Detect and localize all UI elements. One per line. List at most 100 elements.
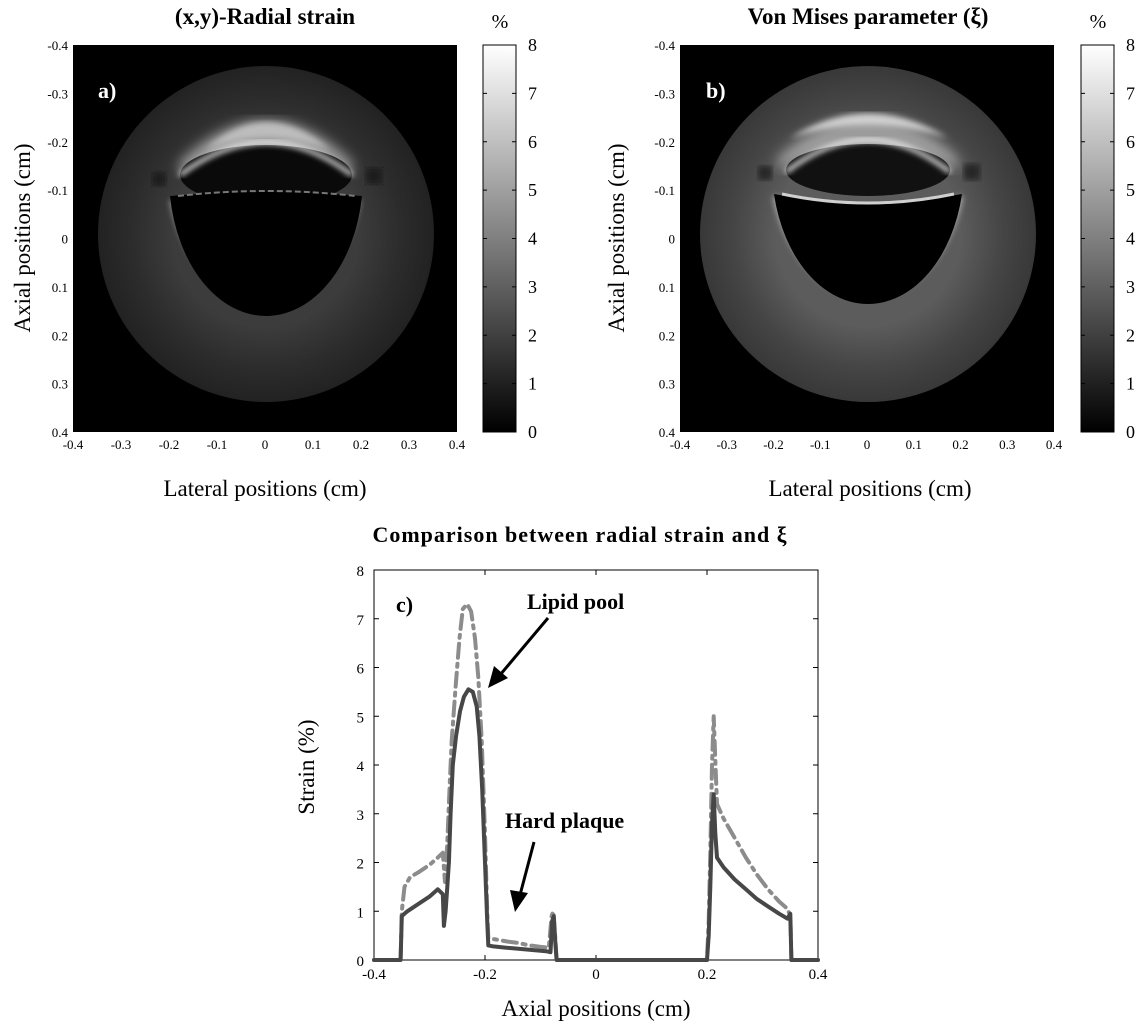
colorbar-tick-label: 5 [1126,180,1135,200]
x-tick-label: -0.2 [159,437,180,452]
colorbar-tick-label: 1 [528,374,537,394]
panel-a-ylabel: Axial positions (cm) [10,143,35,332]
y-tick-label: 8 [357,564,365,580]
panel-c-label: c) [396,592,413,617]
x-tick-label: 0.2 [353,437,369,452]
x-tick-label: -0.4 [63,437,84,452]
panel-a: (x,y)-Radial strain a) -0.4 -0.3 -0.2 -0.1 0… [10,4,537,501]
artifact-left-b [758,166,772,180]
colorbar-tick-label: 8 [1126,35,1135,55]
y-tick-label: 0.4 [52,425,69,440]
y-tick-label: 1 [357,905,365,921]
colorbar-b-unit: % [1090,11,1107,33]
colorbar-tick-label: 2 [528,325,537,345]
y-tick-label: 0 [669,232,676,247]
colorbar-a-ticks: 0 1 2 3 4 5 6 7 8 [483,35,537,442]
y-tick-label: 0.2 [659,328,675,343]
colorbar-a-bar [482,44,517,433]
y-tick-label: 0.1 [52,280,68,295]
x-tick-label: -0.3 [716,437,737,452]
panel-c-ylabel: Strain (%) [294,719,319,814]
y-tick-label: -0.4 [654,38,675,53]
x-tick-label: 0 [262,437,269,452]
panel-b-title: Von Mises parameter (ξ) [748,4,989,29]
arrow-hard-plaque-shaft [518,841,536,896]
panel-c-annotations: Lipid pool Hard plaque [488,589,624,912]
y-tick-label: 0.2 [52,328,68,343]
panel-b: Von Mises parameter (ξ) b) -0.4 -0.3 -0.2 -… [604,4,1135,501]
colorbar-tick-label: 8 [528,35,537,55]
colorbar-a-unit: % [492,11,509,33]
x-tick-label: -0.4 [362,967,386,983]
panel-c-axes-box [373,569,819,961]
y-tick-label: 0.4 [659,425,676,440]
x-tick-label: -0.2 [763,437,784,452]
series-line-dashdot [372,602,820,962]
y-tick-label: 2 [357,857,365,873]
colorbar-tick-label: 0 [1126,422,1135,442]
artifact-right-b [964,164,980,180]
colorbar-b-ticks: 0 1 2 3 4 5 6 7 8 [1081,35,1135,442]
x-tick-label: 0 [592,967,600,983]
lipid-rim-a [178,140,354,177]
x-tick-label: -0.1 [207,437,228,452]
interface-line-b [781,192,955,205]
y-tick-label: 0 [357,954,365,970]
lipid-pool-b [786,144,950,196]
panel-c-xticks: -0.4 -0.2 0 0.2 0.4 [362,570,828,983]
colorbar-tick-label: 5 [528,180,537,200]
annotation-hard-plaque: Hard plaque [505,808,624,833]
y-tick-label: -0.2 [47,135,68,150]
y-tick-label: 5 [357,710,365,726]
colorbar-tick-label: 6 [1126,132,1135,152]
colorbar-tick-label: 1 [1126,374,1135,394]
plaque-cap-b [778,116,958,170]
x-tick-label: 0 [864,437,871,452]
panel-a-label: a) [98,78,116,103]
annotation-lipid-pool: Lipid pool [527,589,624,614]
panel-b-yticks: -0.4 -0.3 -0.2 -0.1 0 0.1 0.2 0.3 0.4 [654,38,675,440]
plaque-cap-bright-a [205,122,330,150]
arrow-lipid-pool-shaft [498,617,550,676]
lumen-a [170,192,362,316]
panel-a-xticks: -0.4 -0.3 -0.2 -0.1 0 0.1 0.2 0.3 0.4 [63,437,466,452]
x-tick-label: 0.3 [401,437,417,452]
artifact-left-a [152,172,166,186]
y-tick-label: 6 [357,662,365,678]
y-tick-label: 3 [357,808,365,824]
y-tick-label: 0.3 [659,377,675,392]
y-tick-label: 7 [357,613,365,629]
panel-a-title: (x,y)-Radial strain [175,4,355,29]
lipid-pool-a [180,145,352,205]
plaque-cap-bright-b [790,114,948,138]
panel-a-vessel [98,66,434,402]
y-tick-label: -0.3 [47,86,68,101]
y-tick-label: 4 [357,759,365,775]
panel-a-yticks: -0.4 -0.3 -0.2 -0.1 0 0.1 0.2 0.3 0.4 [47,38,68,440]
interface-line-a [177,190,357,197]
x-tick-label: 0.1 [305,437,321,452]
panel-b-label: b) [706,78,726,103]
colorbar-tick-label: 2 [1126,325,1135,345]
y-tick-label: 0.1 [659,280,675,295]
panel-c: Comparison between radial strain and ξ -… [294,522,828,1021]
x-tick-label: 0.3 [999,437,1015,452]
colorbar-tick-label: 7 [1126,83,1135,103]
colorbar-b-bar [1080,44,1115,433]
y-tick-label: -0.3 [654,86,675,101]
colorbar-tick-label: 7 [528,83,537,103]
lipid-rim-b [784,138,952,174]
x-tick-label: -0.3 [111,437,132,452]
x-tick-label: -0.1 [810,437,831,452]
y-tick-label: -0.1 [654,183,675,198]
x-tick-label: 0.4 [809,967,828,983]
arrow-hard-plaque-head [510,890,528,912]
x-tick-label: 0.2 [952,437,968,452]
panel-b-ylabel: Axial positions (cm) [604,143,629,332]
lumen-b [774,194,962,304]
y-tick-label: -0.1 [47,183,68,198]
x-tick-label: 0.4 [1046,437,1063,452]
y-tick-label: -0.4 [47,38,68,53]
arrow-lipid-pool-head [488,666,508,688]
